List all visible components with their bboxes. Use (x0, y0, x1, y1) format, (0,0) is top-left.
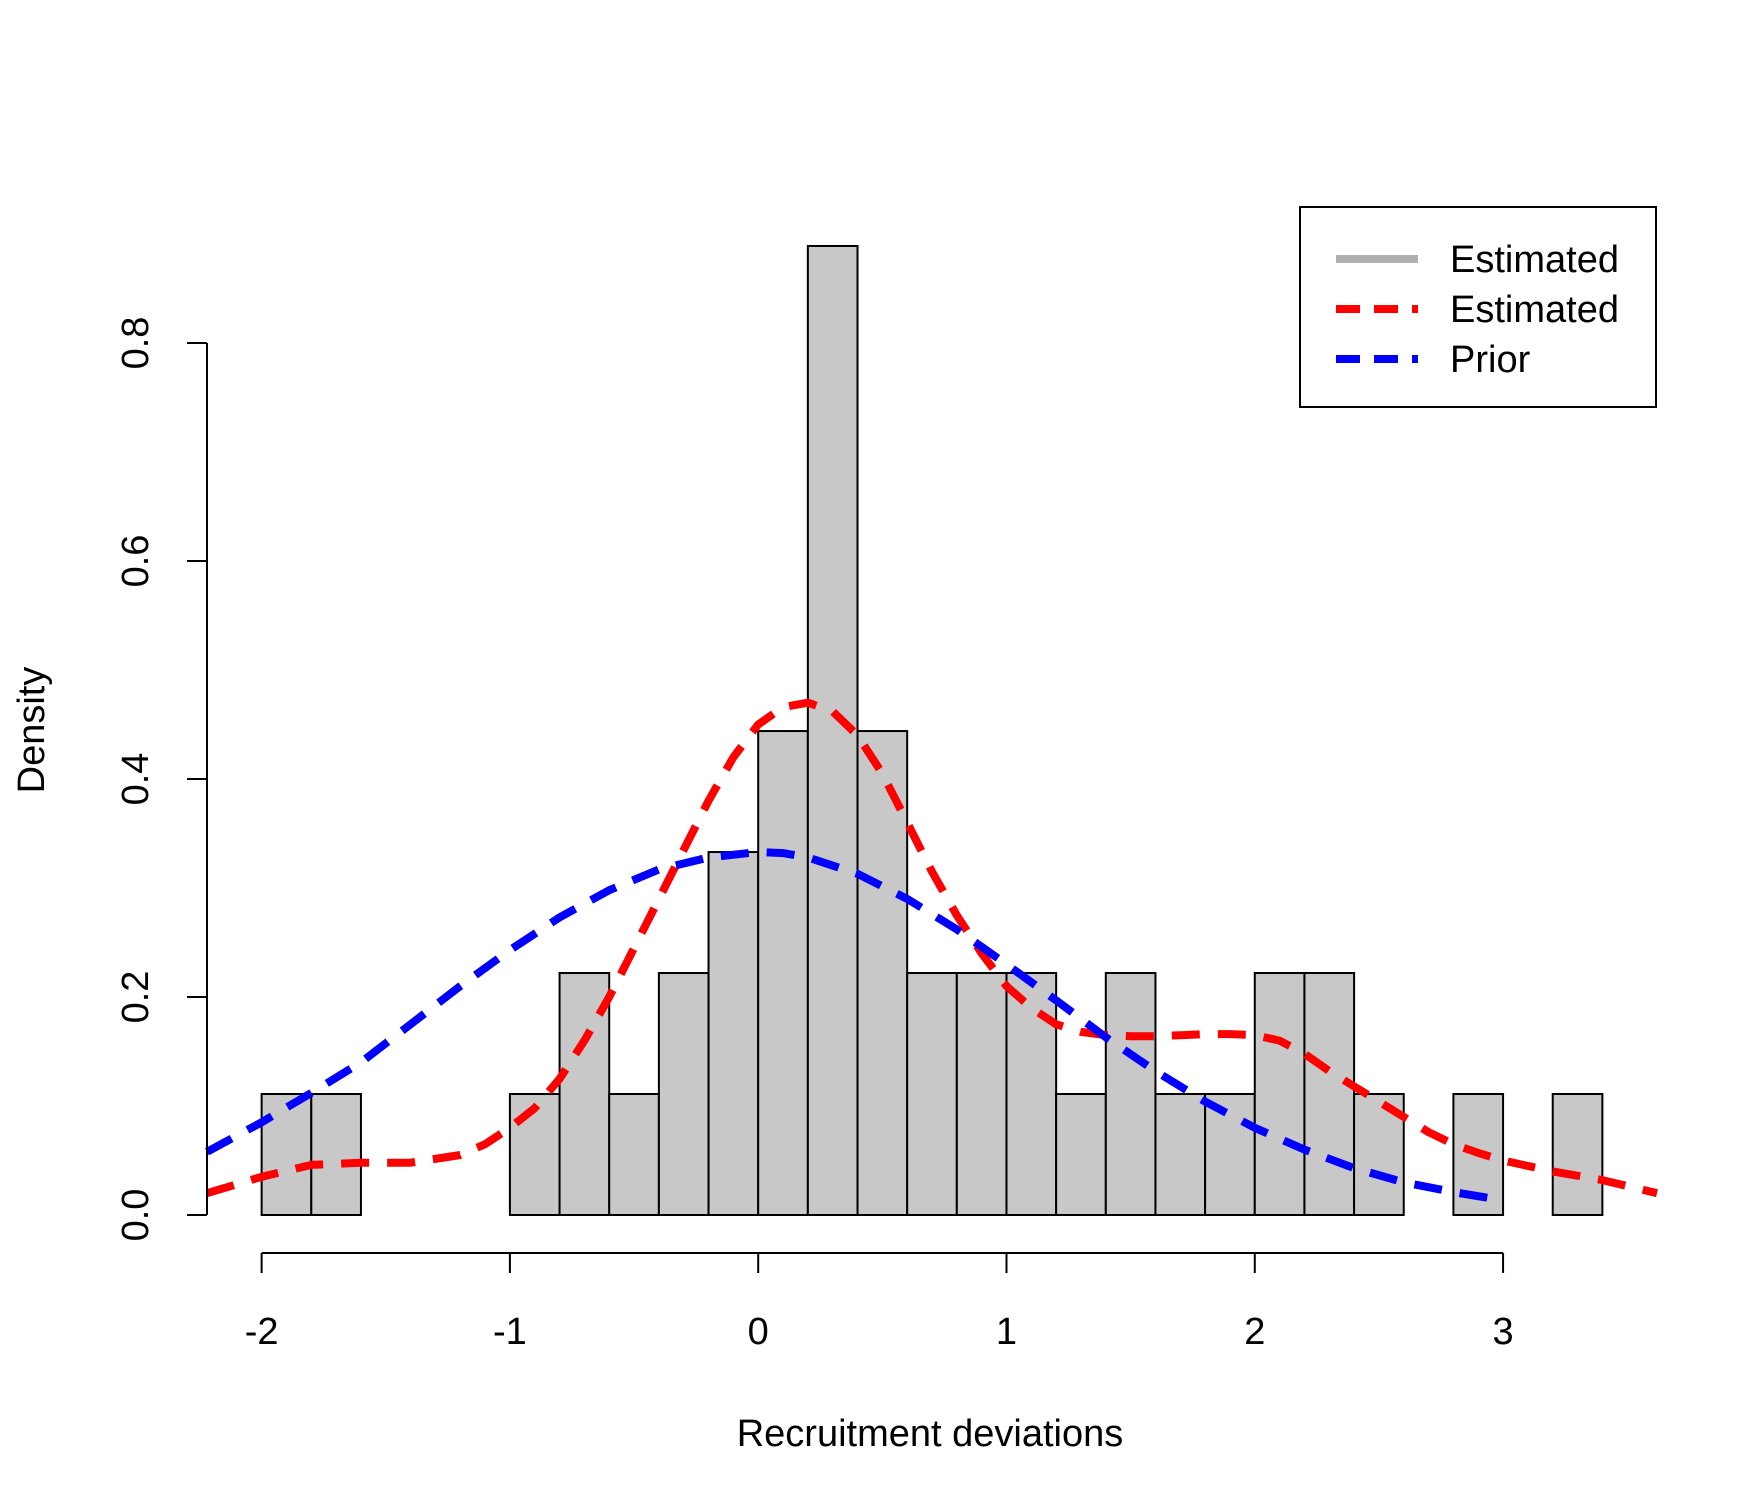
legend-label: Estimated (1450, 289, 1619, 331)
x-tick-label: -1 (493, 1311, 527, 1353)
histogram-bar-15 (1005, 972, 1058, 1217)
histogram-bar-20 (1253, 972, 1306, 1217)
prior-density-curve-2 (205, 848, 1494, 1203)
histogram-bar-14 (955, 972, 1008, 1217)
y-tick-label: 0.4 (115, 753, 157, 806)
y-tick-label: 0.8 (115, 317, 157, 370)
histogram-bar-5 (508, 1093, 561, 1217)
x-tick-label: 1 (996, 1311, 1017, 1353)
x-axis: -2 -1 0 1 2 3 (245, 1252, 1514, 1353)
histogram-bar-12 (856, 730, 909, 1216)
histogram-bars (260, 244, 1604, 1217)
histogram-bar-10 (757, 730, 809, 1216)
y-tick-label: 0.2 (115, 971, 157, 1024)
histogram-bar-0 (260, 1093, 313, 1217)
y-tick-label: 0.6 (115, 535, 157, 588)
histogram-bar-18 (1154, 1093, 1207, 1217)
histogram-bar-19 (1204, 1093, 1256, 1217)
histogram-bar-9 (707, 851, 760, 1217)
x-tick-label: 0 (748, 1311, 769, 1353)
y-axis: 0.0 0.2 0.4 0.6 0.8 (115, 317, 208, 1242)
histogram-bar-16 (1055, 1093, 1107, 1217)
legend-label: Prior (1450, 339, 1531, 381)
histogram-bar-7 (608, 1093, 660, 1217)
histogram-bar-26 (1551, 1093, 1604, 1217)
x-axis-title: Recruitment deviations (737, 1413, 1124, 1455)
histogram-bar-1 (310, 1093, 362, 1217)
y-tick-label: 0.0 (115, 1189, 157, 1242)
legend: Estimated Estimated Prior (1299, 206, 1657, 408)
y-axis-title: Density (11, 667, 53, 794)
histogram-bar-21 (1303, 972, 1356, 1217)
histogram-bar-8 (657, 972, 710, 1217)
x-tick-label: 2 (1244, 1311, 1265, 1353)
x-tick-label: 3 (1492, 1311, 1513, 1353)
density-curves (205, 698, 1658, 1203)
histogram-bar-13 (906, 972, 958, 1217)
x-tick-label: -2 (245, 1311, 279, 1353)
histogram-bar-17 (1104, 972, 1157, 1217)
estimated-density-curve-1 (205, 698, 1658, 1198)
legend-label: Estimated (1450, 239, 1619, 281)
